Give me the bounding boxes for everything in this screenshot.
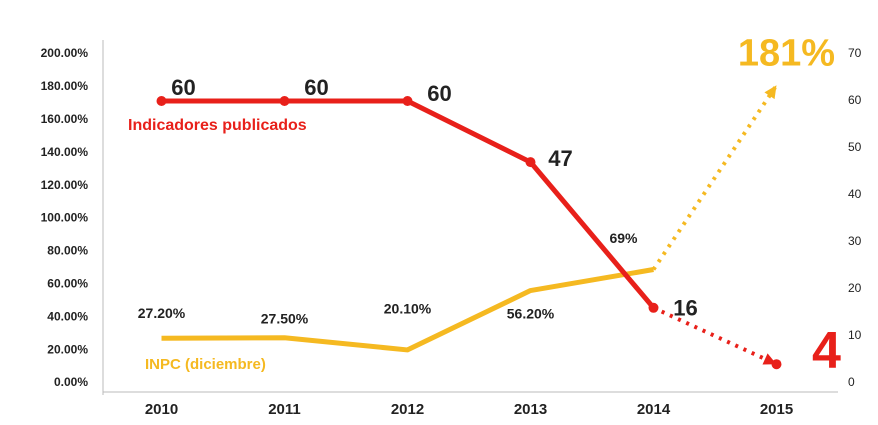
y-tick-label: 40.00% <box>47 309 88 323</box>
data-label: 20.10% <box>384 301 432 317</box>
data-label: 60 <box>304 75 328 100</box>
y2-tick-label: 70 <box>848 46 862 60</box>
y-tick-label: 120.00% <box>41 178 89 192</box>
y-tick-label: 140.00% <box>41 145 89 159</box>
point <box>648 302 659 313</box>
y2-tick-label: 0 <box>848 375 855 389</box>
data-label: 69% <box>609 230 638 246</box>
y-tick-label: 100.00% <box>41 211 89 225</box>
data-label: 27.50% <box>261 310 309 326</box>
y-tick-label: 180.00% <box>41 79 89 93</box>
data-label: 4 <box>812 322 841 380</box>
projection-line <box>651 84 779 271</box>
y-tick-label: 200.00% <box>41 46 89 60</box>
data-label: 27.20% <box>138 305 186 321</box>
data-label: 60 <box>171 75 195 100</box>
series-line <box>161 267 654 353</box>
y-tick-label: 80.00% <box>47 244 88 258</box>
point <box>279 96 290 106</box>
data-label: 181% <box>738 32 835 74</box>
y-tick-label: 60.00% <box>47 276 88 290</box>
data-label: 16 <box>673 296 697 321</box>
data-label: 47 <box>548 146 572 171</box>
series-name: Indicadores publicados <box>128 117 307 134</box>
x-tick-label: 2013 <box>514 401 547 418</box>
series-name: INPC (diciembre) <box>145 356 266 373</box>
y2-tick-label: 20 <box>848 281 862 295</box>
x-tick-label: 2010 <box>145 401 178 418</box>
point <box>156 96 167 106</box>
y-tick-label: 0.00% <box>54 375 88 389</box>
y2-tick-label: 40 <box>848 187 862 201</box>
data-label: 60 <box>427 81 451 106</box>
y-tick-label: 20.00% <box>47 342 88 356</box>
x-tick-label: 2014 <box>637 401 671 418</box>
arrow-head <box>764 85 777 100</box>
x-tick-label: 2015 <box>760 401 793 418</box>
x-tick-label: 2011 <box>268 401 301 418</box>
y2-tick-label: 30 <box>848 234 862 248</box>
y2-tick-label: 60 <box>848 93 862 107</box>
data-label: 56.20% <box>507 305 555 321</box>
y2-tick-label: 50 <box>848 140 862 154</box>
point <box>525 157 536 168</box>
projection-line <box>652 305 778 367</box>
point <box>402 96 413 106</box>
y2-tick-label: 10 <box>848 328 862 342</box>
point <box>771 359 782 370</box>
x-tick-label: 2012 <box>391 401 424 418</box>
y-tick-label: 160.00% <box>41 112 89 126</box>
